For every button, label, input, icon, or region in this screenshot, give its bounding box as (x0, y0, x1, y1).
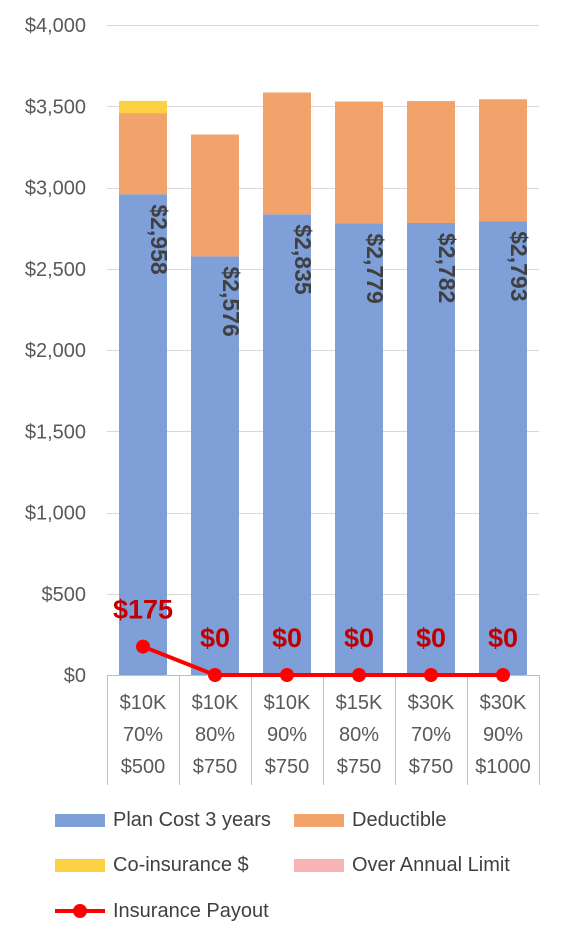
legend-item-plan-cost: Plan Cost 3 years (55, 806, 271, 834)
legend-item-insurance-payout: Insurance Payout (55, 897, 269, 925)
bar-deductible (479, 99, 527, 222)
bar-deductible (263, 92, 311, 215)
legend-item-co-insurance: Co-insurance $ (55, 851, 249, 879)
y-tick-label: $3,000 (25, 178, 86, 200)
x-tick-label: 80% (339, 724, 379, 746)
bar-data-label: $2,835 (290, 224, 316, 295)
y-tick-label: $2,500 (25, 259, 86, 281)
y-tick-label: $3,500 (25, 96, 86, 118)
point-insurance-payout (136, 639, 150, 654)
line-data-label: $0 (416, 623, 446, 653)
legend-label-over-annual-limit: Over Annual Limit (352, 853, 510, 876)
bar-data-label: $2,793 (506, 231, 532, 301)
y-tick-label: $1,000 (25, 503, 86, 525)
y-tick-label: $0 (64, 665, 86, 687)
point-insurance-payout (208, 668, 222, 682)
line-data-label: $175 (113, 595, 173, 625)
bar-data-label: $2,779 (362, 233, 388, 303)
bar-deductible (335, 101, 383, 224)
bar-plan-cost-3-years (191, 256, 239, 675)
legend-line-insurance-payout (55, 897, 105, 925)
stacked-bar-chart: $0 $500 $1,000 $1,500 $2,000 $2,500 $3,000 $3,5… (25, 15, 540, 785)
bar-data-label: $2,576 (218, 266, 244, 336)
legend-item-deductible: Deductible (294, 806, 447, 834)
x-tick-label: $30K (408, 692, 455, 714)
x-tick-label: $10K (192, 692, 239, 714)
x-tick-label: 90% (483, 724, 523, 746)
bar-plan-cost-3-years (479, 221, 527, 675)
legend-swatch-co-insurance (55, 858, 105, 872)
line-data-label: $0 (344, 623, 374, 653)
x-tick-label: $750 (265, 756, 310, 778)
x-tick-label: 90% (267, 724, 307, 746)
legend-swatch-over-annual-limit (294, 858, 344, 872)
legend-swatch-plan-cost (55, 813, 105, 827)
legend-swatch-deductible (294, 813, 344, 827)
y-tick-label: $1,500 (25, 421, 86, 443)
bar-plan-cost-3-years (335, 223, 383, 675)
bar-data-label: $2,958 (146, 204, 172, 275)
bar-deductible (191, 134, 239, 257)
y-tick-label: $2,000 (25, 340, 86, 362)
point-insurance-payout (424, 668, 438, 682)
line-data-label: $0 (488, 623, 518, 653)
x-tick-label: 70% (411, 724, 451, 746)
x-tick-label: $10K (264, 692, 311, 714)
x-tick-label: $30K (480, 692, 527, 714)
x-tick-label: $15K (336, 692, 383, 714)
x-tick-label: 80% (195, 724, 235, 746)
x-tick-label: $500 (121, 756, 166, 778)
x-tick-label: $750 (409, 756, 454, 778)
point-insurance-payout (280, 668, 294, 682)
bar-deductible (119, 113, 167, 195)
legend-label-co-insurance: Co-insurance $ (113, 853, 249, 876)
x-tick-label: $10K (120, 692, 167, 714)
bar-plan-cost-3-years (263, 214, 311, 675)
point-insurance-payout (352, 668, 366, 682)
y-tick-label: $4,000 (25, 15, 86, 37)
x-tick-label: $750 (337, 756, 382, 778)
bar-deductible (407, 101, 455, 223)
legend-label-plan-cost: Plan Cost 3 years (113, 808, 271, 831)
bar-co-insurance (119, 100, 167, 114)
legend-item-over-annual-limit: Over Annual Limit (294, 851, 510, 879)
chart-legend: Plan Cost 3 years Deductible Co-insuranc… (0, 800, 562, 940)
x-tick-label: $1000 (475, 756, 531, 778)
bar-plan-cost-3-years (407, 222, 455, 676)
legend-label-insurance-payout: Insurance Payout (113, 899, 269, 922)
x-tick-label: $750 (193, 756, 238, 778)
bar-plan-cost-3-years (119, 194, 167, 675)
point-insurance-payout (496, 668, 510, 682)
line-insurance-payout (142, 644, 503, 677)
y-tick-label: $500 (42, 584, 87, 606)
line-data-label: $0 (272, 623, 302, 653)
x-tick-label: 70% (123, 724, 163, 746)
legend-label-deductible: Deductible (352, 808, 447, 831)
bar-data-label: $2,782 (434, 233, 460, 303)
line-data-label: $0 (200, 623, 230, 653)
